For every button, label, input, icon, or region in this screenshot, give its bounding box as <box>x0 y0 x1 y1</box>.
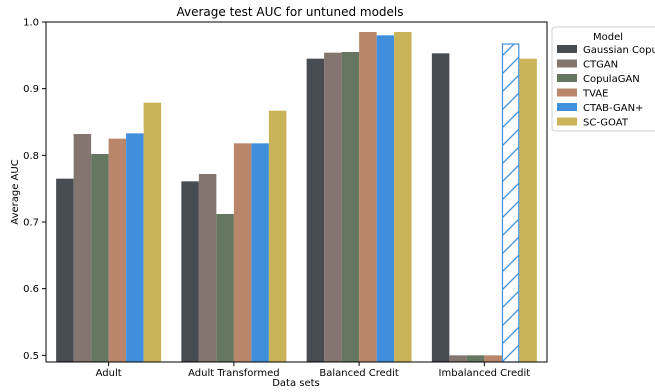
bar-gaussian-copula-imbalanced-credit <box>431 53 450 362</box>
y-tick-label: 0.5 <box>23 351 39 362</box>
legend-swatch <box>557 74 577 82</box>
bar-ctab-gan-adult-transformed <box>251 143 269 362</box>
legend: Model Gaussian Copul CTGAN CopulaGAN TVAE CT… <box>551 26 655 132</box>
bars <box>56 32 537 363</box>
legend-frame <box>551 26 655 132</box>
chart-title: Average test AUC for untuned models <box>176 5 403 19</box>
y-tick-label: 0.6 <box>23 284 39 295</box>
legend-swatch <box>557 59 577 68</box>
bar-ctgan-adult-transformed <box>198 174 217 362</box>
bar-sc-goat-adult-transformed <box>268 110 287 363</box>
bar-copulagan-adult <box>91 154 109 362</box>
y-tick-label: 0.7 <box>23 218 39 229</box>
bar-ctab-gan-imbalanced-credit <box>501 43 520 363</box>
bar-gaussian-copula-adult <box>56 178 74 362</box>
bar-copulagan-balanced-credit <box>341 52 360 362</box>
plot-frame <box>45 21 548 363</box>
bar-tvae-adult <box>108 138 127 362</box>
legend-title: Model <box>593 32 623 43</box>
bar-ctab-gan-adult <box>126 133 144 362</box>
legend-swatch <box>557 88 577 97</box>
bar-sc-goat-adult <box>143 102 162 363</box>
y-tick-label: 0.9 <box>23 84 39 95</box>
y-tick-label: 1.0 <box>23 18 39 29</box>
legend-entry: SC-GOAT <box>583 118 629 129</box>
y-tick-label: 0.8 <box>23 151 39 162</box>
legend-entry: CTAB-GAN+ <box>583 103 643 114</box>
bar-sc-goat-imbalanced-credit <box>519 58 537 363</box>
legend-entry: Gaussian Copul <box>583 45 655 56</box>
x-tick-label: Balanced Credit <box>319 368 399 379</box>
legend-entry: TVAE <box>582 89 608 100</box>
x-tick-label: Adult Transformed <box>188 368 279 379</box>
legend-swatch <box>557 103 577 111</box>
y-axis-label: Average AUC <box>10 159 21 224</box>
bar-gaussian-copula-balanced-credit <box>306 58 325 363</box>
bar-ctgan-balanced-credit <box>324 52 342 363</box>
x-axis: Adult Adult Transformed Balanced Credit Imb… <box>96 362 531 379</box>
legend-swatch <box>557 45 577 53</box>
bar-ctgan-adult <box>73 134 92 362</box>
x-tick-label: Adult <box>96 368 122 379</box>
bar-tvae-adult-transformed <box>233 143 252 362</box>
bar-ctgan-imbalanced-credit <box>449 355 467 362</box>
bar-copulagan-adult-transformed <box>216 214 234 362</box>
y-axis: 0.5 0.6 0.7 0.8 0.9 1.0 <box>23 18 46 362</box>
x-tick-label: Imbalanced Credit <box>439 368 531 379</box>
bar-sc-goat-balanced-credit <box>394 32 412 362</box>
legend-entry: CTGAN <box>583 60 618 71</box>
bar-gaussian-copula-adult-transformed <box>181 181 199 362</box>
bar-ctab-gan-balanced-credit <box>376 35 395 362</box>
bar-tvae-balanced-credit <box>359 32 377 362</box>
x-axis-label: Data sets <box>272 378 320 389</box>
legend-entry: CopulaGAN <box>583 74 640 85</box>
bar-copulagan-imbalanced-credit <box>466 355 485 362</box>
legend-swatch <box>557 117 577 126</box>
bar-tvae-imbalanced-credit <box>484 355 502 362</box>
